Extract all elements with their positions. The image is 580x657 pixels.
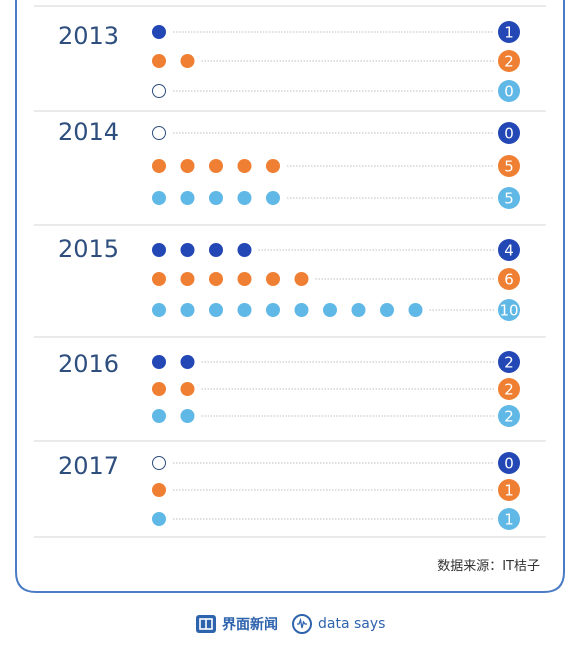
data-says-icon (292, 614, 312, 634)
data-says-label: data says (318, 616, 386, 632)
dot-2015-0-3 (237, 243, 252, 257)
dot-2014-2-1 (180, 191, 195, 205)
count-badge-2016-0 (498, 351, 520, 373)
year-label-2017: 2017 (58, 452, 120, 480)
brand-name: 界面新闻 (222, 617, 278, 633)
count-label-2017-0: 0 (504, 455, 514, 473)
count-badge-2017-0 (498, 452, 520, 474)
dot-2015-2-6 (323, 303, 337, 317)
dot-2016-2-0 (152, 409, 166, 423)
dot-2015-2-3 (237, 303, 252, 317)
brand-logo-icon (196, 615, 216, 633)
dot-2016-0-0 (152, 355, 166, 369)
count-badge-2017-2 (498, 508, 520, 530)
count-label-2013-1: 2 (504, 53, 514, 71)
count-label-2016-1: 2 (504, 381, 514, 399)
dot-2014-1-1 (180, 159, 195, 173)
year-label-2014: 2014 (58, 118, 120, 146)
empty-dot-2014-0 (152, 126, 166, 140)
dot-2015-2-1 (180, 303, 195, 317)
dot-2015-2-8 (380, 303, 394, 317)
count-badge-2013-2 (498, 80, 520, 102)
dot-2016-2-1 (180, 409, 195, 423)
dot-2015-2-4 (266, 303, 280, 317)
count-label-2014-0: 0 (504, 125, 514, 143)
outer-frame (15, 0, 565, 593)
data-source-note: 数据来源：IT桔子 (437, 559, 540, 574)
dot-2015-2-7 (351, 303, 366, 317)
dot-2016-1-1 (180, 382, 195, 396)
dot-2015-0-0 (152, 243, 166, 257)
dot-2014-1-4 (266, 159, 280, 173)
dot-2013-1-0 (152, 54, 166, 68)
count-badge-2015-1 (498, 268, 520, 290)
count-badge-2016-1 (498, 378, 520, 400)
year-label-2016: 2016 (58, 350, 120, 378)
dot-2013-1-1 (180, 54, 195, 68)
empty-dot-2017-0 (152, 456, 166, 470)
count-badge-2014-1 (498, 155, 520, 177)
count-label-2015-1: 6 (504, 271, 514, 289)
dot-2014-1-2 (209, 159, 223, 173)
count-label-2013-0: 1 (504, 24, 514, 42)
count-label-2017-2: 1 (504, 511, 514, 529)
dot-2015-2-0 (152, 303, 166, 317)
count-label-2017-1: 1 (504, 482, 514, 500)
dot-2014-2-2 (209, 191, 223, 205)
dot-2015-0-1 (180, 243, 195, 257)
count-badge-2013-0 (498, 21, 520, 43)
dot-2015-0-2 (209, 243, 223, 257)
dot-2016-0-1 (180, 355, 195, 369)
dot-2014-1-0 (152, 159, 166, 173)
dot-2014-2-3 (237, 191, 252, 205)
count-label-2014-2: 5 (504, 190, 514, 208)
dot-2013-0-0 (152, 25, 166, 39)
count-label-2015-0: 4 (504, 242, 514, 260)
dot-2017-1-0 (152, 483, 166, 497)
dot-2017-2-0 (152, 512, 166, 526)
year-label-2013: 2013 (58, 22, 120, 50)
count-badge-2016-2 (498, 405, 520, 427)
count-badge-2017-1 (498, 479, 520, 501)
dot-2015-1-5 (294, 272, 309, 286)
footer-branding: 界面新闻 data says (196, 612, 385, 636)
dot-2015-2-9 (408, 303, 423, 317)
dot-2015-1-2 (209, 272, 223, 286)
count-badge-2014-2 (498, 187, 520, 209)
dot-2014-2-4 (266, 191, 280, 205)
count-label-2016-0: 2 (504, 354, 514, 372)
year-label-2015: 2015 (58, 235, 120, 263)
count-label-2016-2: 2 (504, 408, 514, 426)
dot-2015-1-3 (237, 272, 252, 286)
count-badge-2013-1 (498, 50, 520, 72)
dot-2014-2-0 (152, 191, 166, 205)
dot-2016-1-0 (152, 382, 166, 396)
count-badge-2015-0 (498, 239, 520, 261)
count-badge-2014-0 (498, 122, 520, 144)
count-badge-2015-2 (498, 299, 520, 321)
dot-2015-2-2 (209, 303, 223, 317)
count-label-2015-2: 10 (499, 302, 518, 320)
dot-2015-1-0 (152, 272, 166, 286)
count-label-2014-1: 5 (504, 158, 514, 176)
dot-2015-2-5 (294, 303, 309, 317)
dot-2015-1-1 (180, 272, 195, 286)
dot-2015-1-4 (266, 272, 280, 286)
empty-dot-2013-2 (152, 84, 166, 98)
dot-chart: 1 2 0 0 5 5 4 6 10 2 2 2 0 1 1 (15, 0, 565, 593)
count-label-2013-2: 0 (504, 83, 514, 101)
dot-2014-1-3 (237, 159, 252, 173)
